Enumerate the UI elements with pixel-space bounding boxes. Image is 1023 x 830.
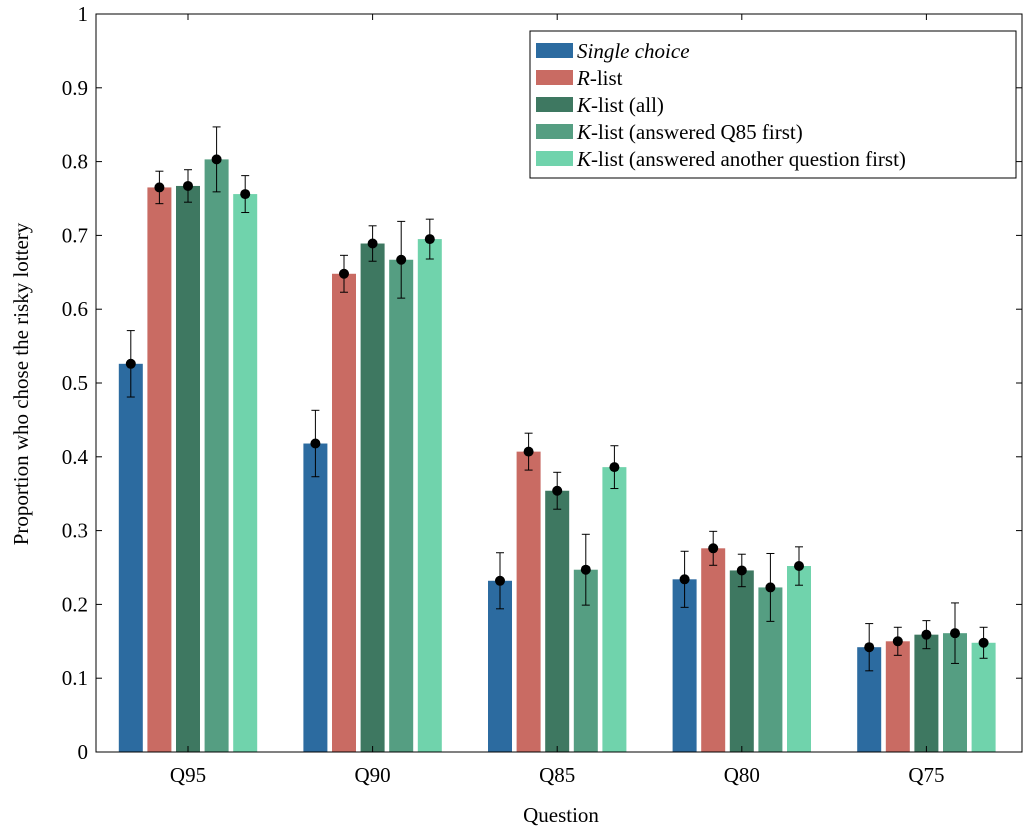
mean-marker — [609, 462, 620, 473]
legend-label-rest: -list — [590, 66, 623, 90]
legend-box — [529, 30, 1017, 179]
legend-label: K-list (all) — [576, 93, 664, 117]
bar — [417, 239, 442, 753]
mean-marker — [523, 446, 534, 457]
bar — [602, 467, 627, 752]
mean-marker — [580, 564, 591, 575]
mean-marker — [978, 637, 989, 648]
legend-label-rest: -list (all) — [591, 93, 664, 117]
legend-label-italic: K — [576, 93, 592, 117]
bar — [147, 187, 172, 752]
bar — [389, 259, 414, 752]
legend-swatch — [536, 124, 573, 139]
y-tick-label: 0.1 — [62, 666, 88, 690]
legend-label-italic: K — [576, 147, 592, 171]
x-tick-label: Q80 — [724, 763, 760, 787]
mean-marker — [211, 154, 222, 165]
bar — [914, 634, 939, 752]
bar — [787, 566, 811, 752]
x-tick-label: Q95 — [170, 763, 206, 787]
legend-swatch — [536, 43, 573, 58]
bar — [118, 363, 143, 752]
y-tick-label: 0.5 — [62, 371, 88, 395]
legend-label-italic: K — [576, 120, 592, 144]
y-axis-label: Proportion who chose the risky lottery — [9, 222, 33, 545]
mean-marker — [125, 358, 136, 369]
bar — [729, 570, 754, 752]
mean-marker — [921, 629, 932, 640]
error-bars-layer — [125, 126, 989, 672]
legend-swatch — [536, 97, 573, 112]
bar — [176, 185, 200, 752]
legend-label: K-list (answered another question first) — [576, 147, 906, 171]
mean-marker — [892, 636, 903, 647]
mean-marker — [424, 234, 435, 245]
bar — [204, 159, 229, 752]
y-tick-label: 0.8 — [62, 150, 88, 174]
y-tick-label: 0.4 — [62, 445, 89, 469]
legend-swatch — [536, 151, 573, 166]
x-tick-label: Q75 — [908, 763, 944, 787]
mean-marker — [864, 642, 875, 653]
mean-marker — [310, 438, 321, 449]
y-tick-label: 0.6 — [62, 297, 88, 321]
legend-swatch — [536, 70, 573, 85]
bar — [332, 273, 356, 752]
mean-marker — [708, 543, 719, 554]
legend-label: K-list (answered Q85 first) — [576, 120, 803, 144]
legend-label-italic: R — [576, 66, 590, 90]
bar — [303, 443, 328, 752]
x-tick-label: Q85 — [539, 763, 575, 787]
mean-marker — [552, 485, 563, 496]
bar — [360, 243, 385, 752]
bar — [233, 194, 258, 752]
y-tick-label: 1 — [78, 2, 89, 26]
mean-marker — [396, 254, 407, 265]
bar — [971, 642, 996, 752]
y-tick-label: 0 — [78, 740, 89, 764]
mean-marker — [679, 574, 690, 585]
mean-marker — [495, 575, 505, 586]
y-tick-label: 0.2 — [62, 592, 88, 616]
y-tick-label: 0.9 — [62, 76, 88, 100]
legend-label-rest: -list (answered Q85 first) — [591, 120, 803, 144]
mean-marker — [367, 238, 378, 249]
bar — [545, 490, 570, 752]
axes-layer: 0 0.1 0.2 0.3 0.4 0.5 0.6 0.7 0.8 0.9 1 Q95 Q90 Q85 Q8… — [62, 2, 1023, 787]
mean-marker — [240, 189, 251, 200]
legend-label: R-list — [576, 66, 623, 90]
bar — [672, 579, 697, 752]
legend-label-rest: -list (answered another question first) — [591, 147, 906, 171]
mean-marker — [794, 561, 804, 572]
y-tick-label: 0.7 — [62, 223, 88, 247]
mean-marker — [154, 182, 165, 193]
x-axis-label: Question — [523, 803, 599, 827]
legend-label: Single choice — [577, 39, 690, 63]
mean-marker — [736, 565, 747, 576]
x-tick-label: Q90 — [355, 763, 391, 787]
mean-marker — [183, 180, 193, 191]
bar — [885, 641, 910, 752]
mean-marker — [950, 628, 960, 639]
y-tick-label: 0.3 — [62, 519, 88, 543]
bar — [516, 451, 541, 752]
mean-marker — [339, 268, 349, 279]
bars-layer — [118, 159, 996, 753]
mean-marker — [765, 582, 776, 593]
bar — [701, 548, 726, 752]
